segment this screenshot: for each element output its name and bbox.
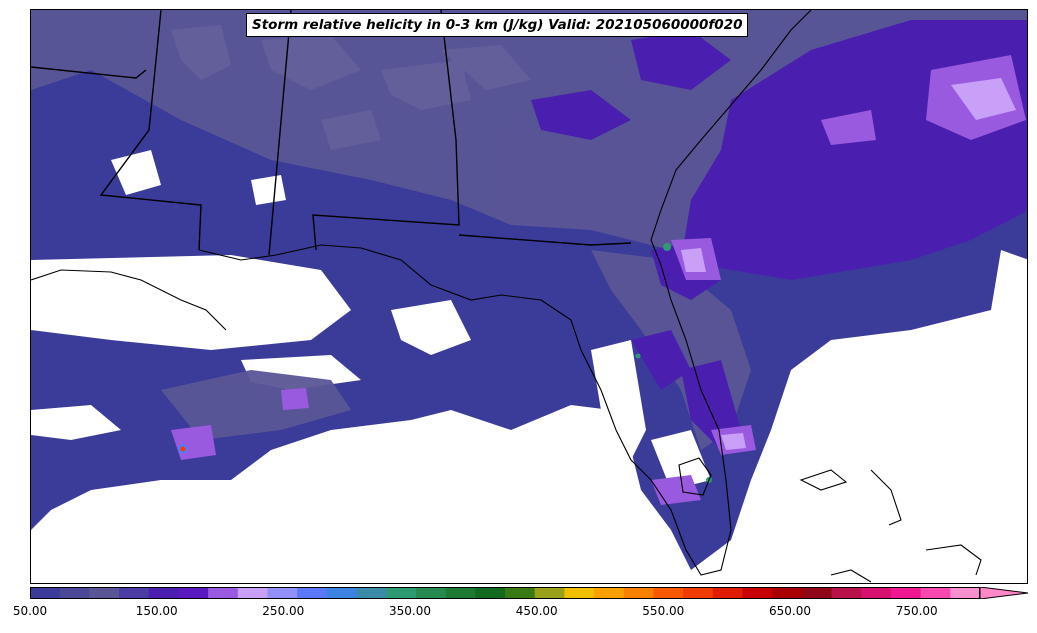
map-panel (30, 9, 1028, 584)
helicity-field-core (681, 78, 1016, 450)
colorbar-tick-label: 550.00 (642, 604, 685, 618)
colorbar-segment (119, 587, 150, 599)
colorbar-tick-label: 150.00 (135, 604, 178, 618)
colorbar-tick-label: 50.00 (12, 604, 48, 618)
colorbar-tick-label: 250.00 (262, 604, 305, 618)
colorbar-segments (30, 587, 981, 599)
colorbar-segment (178, 587, 209, 599)
colorbar-segment (890, 587, 922, 599)
colorbar-segment (772, 587, 803, 599)
colorbar-segment (475, 587, 506, 599)
colorbar-segment (445, 587, 476, 599)
colorbar-segment (297, 587, 328, 599)
colorbar-segment (386, 587, 417, 599)
colorbar-segment (831, 587, 862, 599)
state-borders (31, 10, 632, 256)
colorbar (30, 587, 1029, 599)
colorbar-segment (564, 587, 595, 599)
colorbar-segment (950, 587, 981, 599)
colorbar-segment (712, 587, 743, 599)
colorbar-extend-arrow (979, 587, 1029, 599)
colorbar-segment (742, 587, 773, 599)
colorbar-segment (623, 587, 654, 599)
colorbar-segment (801, 587, 833, 599)
colorbar-segment (653, 587, 684, 599)
colorbar-tick-labels: 50.00 150.00 250.00 350.00 450.00 550.00 650.0… (0, 604, 1037, 622)
colorbar-segment (30, 587, 61, 599)
colorbar-segment (267, 587, 298, 599)
colorbar-segment (683, 587, 714, 599)
colorbar-tick-label: 350.00 (389, 604, 431, 618)
colorbar-segment (89, 587, 120, 599)
colorbar-tick-label: 650.00 (769, 604, 811, 618)
colorbar-segment (505, 587, 536, 599)
colorbar-tick-label: 750.00 (895, 604, 938, 618)
colorbar-segment (415, 587, 447, 599)
colorbar-outline (30, 587, 980, 599)
colorbar-segment (534, 587, 565, 599)
colorbar-segment (356, 587, 387, 599)
colorbar-tick-label: 450.00 (515, 604, 558, 618)
colorbar-segment (237, 587, 268, 599)
helicity-map (31, 10, 1027, 583)
colorbar-segment (861, 587, 892, 599)
coastline (31, 10, 982, 583)
colorbar-segment (208, 587, 239, 599)
colorbar-segment (594, 587, 625, 599)
colorbar-segment (59, 587, 90, 599)
map-title: Storm relative helicity in 0-3 km (J/kg)… (246, 13, 749, 37)
colorbar-segment (326, 587, 358, 599)
colorbar-segment (148, 587, 179, 599)
colorbar-segment (920, 587, 951, 599)
